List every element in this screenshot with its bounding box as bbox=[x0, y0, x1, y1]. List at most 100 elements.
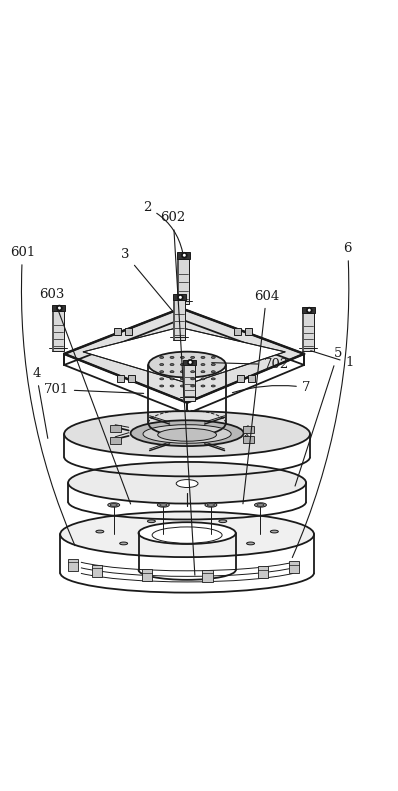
Ellipse shape bbox=[147, 520, 155, 523]
Bar bbox=[52, 305, 65, 311]
Ellipse shape bbox=[201, 371, 205, 373]
Bar bbox=[117, 375, 124, 382]
Bar bbox=[245, 328, 252, 335]
Bar bbox=[258, 566, 268, 578]
Bar bbox=[177, 252, 190, 259]
Bar bbox=[52, 311, 64, 350]
Ellipse shape bbox=[211, 371, 215, 373]
Ellipse shape bbox=[181, 252, 187, 258]
Ellipse shape bbox=[68, 462, 306, 504]
Bar bbox=[302, 308, 314, 313]
Ellipse shape bbox=[170, 371, 174, 373]
Text: 7: 7 bbox=[232, 381, 310, 394]
Bar bbox=[302, 313, 314, 350]
Ellipse shape bbox=[58, 307, 61, 309]
Bar bbox=[173, 301, 176, 340]
Ellipse shape bbox=[207, 504, 215, 506]
Ellipse shape bbox=[178, 294, 183, 301]
Ellipse shape bbox=[170, 357, 174, 358]
Text: 702: 702 bbox=[212, 358, 289, 371]
Ellipse shape bbox=[180, 385, 184, 387]
Polygon shape bbox=[83, 327, 285, 384]
Bar bbox=[125, 328, 132, 335]
Ellipse shape bbox=[191, 378, 195, 380]
Ellipse shape bbox=[191, 364, 195, 365]
Bar bbox=[243, 426, 254, 433]
Ellipse shape bbox=[180, 357, 184, 358]
Bar bbox=[128, 375, 135, 382]
Ellipse shape bbox=[270, 530, 278, 533]
Ellipse shape bbox=[211, 364, 215, 365]
Ellipse shape bbox=[219, 520, 227, 523]
Ellipse shape bbox=[180, 364, 184, 365]
Ellipse shape bbox=[60, 512, 314, 557]
Ellipse shape bbox=[187, 359, 193, 365]
Text: 603: 603 bbox=[39, 288, 131, 504]
Ellipse shape bbox=[139, 522, 236, 544]
Bar bbox=[110, 425, 121, 432]
Ellipse shape bbox=[176, 479, 198, 487]
Ellipse shape bbox=[170, 364, 174, 365]
Ellipse shape bbox=[57, 305, 62, 311]
Ellipse shape bbox=[158, 428, 217, 441]
Bar bbox=[302, 313, 304, 350]
Ellipse shape bbox=[148, 352, 226, 377]
Text: 5: 5 bbox=[295, 347, 342, 486]
Text: 3: 3 bbox=[121, 248, 174, 312]
Bar bbox=[237, 375, 244, 382]
Bar bbox=[68, 558, 78, 571]
Bar bbox=[183, 365, 195, 401]
Ellipse shape bbox=[170, 385, 174, 387]
Text: 602: 602 bbox=[161, 211, 195, 575]
Bar bbox=[173, 294, 186, 301]
Ellipse shape bbox=[170, 378, 174, 380]
Bar bbox=[289, 562, 299, 573]
Ellipse shape bbox=[183, 254, 186, 257]
Bar bbox=[177, 259, 189, 305]
Bar bbox=[92, 565, 102, 577]
Bar bbox=[183, 365, 185, 401]
Ellipse shape bbox=[255, 503, 266, 507]
Bar bbox=[177, 259, 179, 305]
Bar bbox=[142, 569, 152, 581]
Bar bbox=[248, 375, 255, 382]
Ellipse shape bbox=[257, 504, 264, 506]
Ellipse shape bbox=[201, 385, 205, 387]
Ellipse shape bbox=[211, 385, 215, 387]
Ellipse shape bbox=[211, 378, 215, 380]
Ellipse shape bbox=[201, 378, 205, 380]
Ellipse shape bbox=[157, 503, 169, 507]
Ellipse shape bbox=[110, 504, 117, 506]
Bar bbox=[110, 437, 121, 444]
Bar bbox=[203, 570, 213, 581]
Bar bbox=[243, 436, 254, 443]
Text: 604: 604 bbox=[243, 290, 279, 504]
Ellipse shape bbox=[64, 411, 310, 456]
Ellipse shape bbox=[180, 378, 184, 380]
Ellipse shape bbox=[160, 504, 167, 506]
Ellipse shape bbox=[201, 364, 205, 365]
Ellipse shape bbox=[201, 357, 205, 358]
Ellipse shape bbox=[191, 385, 195, 387]
Text: 4: 4 bbox=[32, 367, 48, 438]
Ellipse shape bbox=[143, 425, 231, 443]
Ellipse shape bbox=[96, 530, 104, 533]
Ellipse shape bbox=[189, 361, 192, 364]
Ellipse shape bbox=[160, 385, 164, 387]
Ellipse shape bbox=[191, 371, 195, 373]
Polygon shape bbox=[64, 308, 304, 403]
Ellipse shape bbox=[306, 307, 312, 313]
Text: 1: 1 bbox=[311, 350, 354, 369]
Ellipse shape bbox=[120, 542, 128, 545]
Text: 701: 701 bbox=[44, 383, 144, 396]
Ellipse shape bbox=[211, 357, 215, 358]
Ellipse shape bbox=[160, 371, 164, 373]
Text: 6: 6 bbox=[292, 242, 352, 558]
Ellipse shape bbox=[131, 420, 244, 446]
Bar bbox=[114, 328, 121, 335]
Bar bbox=[183, 360, 196, 365]
Ellipse shape bbox=[160, 357, 164, 358]
Bar bbox=[234, 328, 241, 335]
Text: 2: 2 bbox=[143, 202, 183, 252]
Ellipse shape bbox=[160, 364, 164, 365]
